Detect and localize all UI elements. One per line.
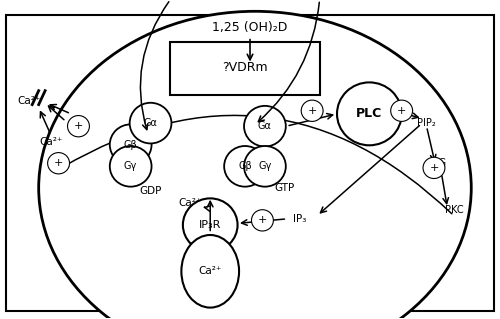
Text: Gβ: Gβ (238, 161, 252, 171)
Text: 1,25 (OH)₂D: 1,25 (OH)₂D (212, 21, 288, 34)
Ellipse shape (38, 11, 472, 319)
Text: GDP: GDP (140, 186, 162, 196)
Text: IP₃: IP₃ (293, 214, 306, 224)
Ellipse shape (110, 124, 152, 165)
Text: DG: DG (432, 158, 446, 168)
Ellipse shape (110, 146, 152, 187)
Ellipse shape (252, 210, 274, 231)
Ellipse shape (183, 198, 238, 252)
Text: +: + (54, 158, 64, 168)
Text: PKC: PKC (444, 204, 463, 215)
Ellipse shape (68, 115, 90, 137)
Text: GTP: GTP (274, 183, 295, 193)
Text: ?VDRm: ?VDRm (222, 61, 268, 74)
Text: IP₃R: IP₃R (199, 220, 222, 230)
Bar (170, 42, 320, 95)
Ellipse shape (244, 146, 286, 187)
Text: Ca²⁺: Ca²⁺ (178, 198, 202, 208)
Ellipse shape (337, 82, 402, 145)
Text: +: + (430, 163, 438, 173)
Text: Gα: Gα (258, 121, 272, 131)
Ellipse shape (301, 100, 323, 122)
Ellipse shape (244, 106, 286, 146)
Text: Gγ: Gγ (258, 161, 272, 171)
Text: Ca²⁺: Ca²⁺ (40, 137, 63, 147)
Text: Gα: Gα (144, 118, 158, 128)
Ellipse shape (224, 146, 266, 187)
Text: Gγ: Gγ (124, 161, 138, 171)
Ellipse shape (48, 152, 70, 174)
Text: +: + (258, 215, 267, 225)
Ellipse shape (182, 235, 239, 308)
Text: +: + (397, 106, 406, 116)
Ellipse shape (390, 100, 412, 122)
Ellipse shape (130, 103, 172, 144)
Text: +: + (74, 121, 83, 131)
Text: Gβ: Gβ (124, 140, 138, 150)
Text: PIP₂: PIP₂ (417, 118, 436, 128)
Text: +: + (308, 106, 317, 116)
Text: Ca²⁺: Ca²⁺ (198, 266, 222, 276)
Text: PLC: PLC (356, 108, 382, 120)
Ellipse shape (423, 157, 445, 179)
Text: Ca²⁺: Ca²⁺ (17, 96, 40, 107)
